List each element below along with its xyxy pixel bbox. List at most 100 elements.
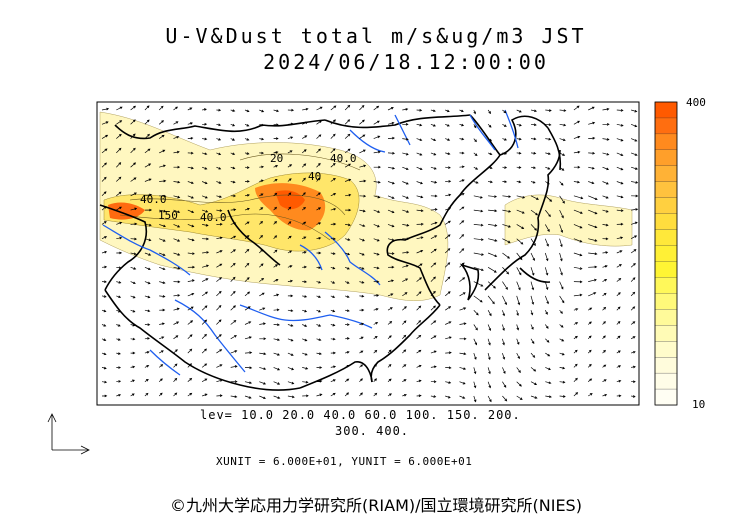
wind-arrow [244,152,250,155]
wind-arrow [201,319,208,325]
wind-arrow [402,223,410,227]
wind-arrow [216,290,222,297]
wind-arrow [344,392,350,397]
wind-arrow [588,252,598,256]
axis-indicator [47,413,90,455]
wind-arrow [259,179,264,183]
wind-arrow [144,266,151,271]
wind-arrow [487,338,491,346]
wind-arrow [173,377,178,382]
wind-arrow [144,351,150,354]
wind-arrow [158,105,164,111]
wind-arrow [359,336,364,340]
wind-arrow [445,166,451,169]
colorbar-segment [654,309,678,326]
wind-arrow [201,305,208,311]
wind-arrow [273,352,280,356]
wind-arrow [416,236,424,240]
wind-arrow [187,195,194,199]
wind-arrow [516,352,520,360]
wind-arrow [159,164,166,168]
wind-arrow [244,366,253,370]
colorbar-segment [654,117,678,135]
wind-arrow [230,166,236,170]
dust-field [99,111,633,301]
wind-arrow [230,365,238,368]
wind-arrow [287,108,295,112]
wind-arrow [330,252,336,255]
wind-arrow [530,137,537,141]
wind-arrow [359,364,364,368]
wind-arrow [445,381,452,384]
wind-arrow [616,306,621,311]
wind-arrow [302,135,308,139]
wind-arrow [545,367,551,371]
wind-arrow [588,278,597,282]
wind-arrow [402,137,409,141]
wind-arrow [287,250,293,254]
wind-arrow [545,137,552,141]
wind-arrow [616,236,624,240]
colorbar-segment [654,341,678,358]
wind-arrow [159,179,167,183]
wind-arrow [588,209,598,215]
wind-arrow [230,123,236,127]
wind-arrow [373,165,381,169]
wind-arrow [187,265,196,269]
wind-arrow [316,148,321,154]
wind-arrow [116,266,122,270]
wind-arrow [316,266,322,270]
wind-arrow [416,209,424,213]
wind-arrow [159,252,166,257]
wind-arrow [359,378,363,382]
wind-arrow [387,224,395,228]
wind-arrow [530,267,535,276]
wind-arrow [487,124,492,128]
wind-arrow [516,281,521,291]
wind-arrow [516,252,523,261]
wind-arrow [344,178,352,182]
wind-arrow [387,293,394,297]
wind-arrow [159,134,165,139]
wind-arrow [173,252,181,256]
wind-arrow [130,207,138,211]
wind-arrow [216,123,222,127]
wind-arrow [373,209,381,213]
wind-arrow [488,195,498,198]
wind-arrow [244,138,250,141]
wind-arrow [144,309,151,313]
wind-arrow [530,281,535,291]
wind-arrow [459,179,465,182]
wind-arrow [530,151,537,155]
colorbar-segment [654,372,678,390]
wind-arrow [144,148,151,154]
colorbar-segment [654,357,678,374]
wind-arrow [473,281,484,287]
wind-arrow [459,248,465,254]
wind-arrow [130,351,136,355]
wind-arrow [430,350,437,354]
wind-arrow [602,138,610,141]
colorbar-max-label: 400 [686,96,706,109]
wind-arrow [402,393,407,397]
wind-arrow [602,321,606,325]
wind-arrow [373,364,378,368]
colorbar-segment [654,293,678,310]
wind-arrow [445,366,452,370]
wind-arrow [545,181,550,185]
wind-arrow [402,181,409,185]
wind-arrow [630,166,638,170]
wind-arrow [473,395,477,403]
wind-arrow [273,165,279,168]
wind-arrow [416,181,423,185]
wind-arrow [616,209,624,212]
wind-arrow [502,281,508,290]
wind-arrow [330,281,336,284]
wind-arrow [487,353,491,361]
wind-arrow [230,305,236,311]
wind-arrow [301,206,306,211]
wind-arrow [273,235,278,239]
wind-arrow [459,367,467,370]
wind-arrow [302,121,309,125]
wind-arrow [344,163,352,168]
